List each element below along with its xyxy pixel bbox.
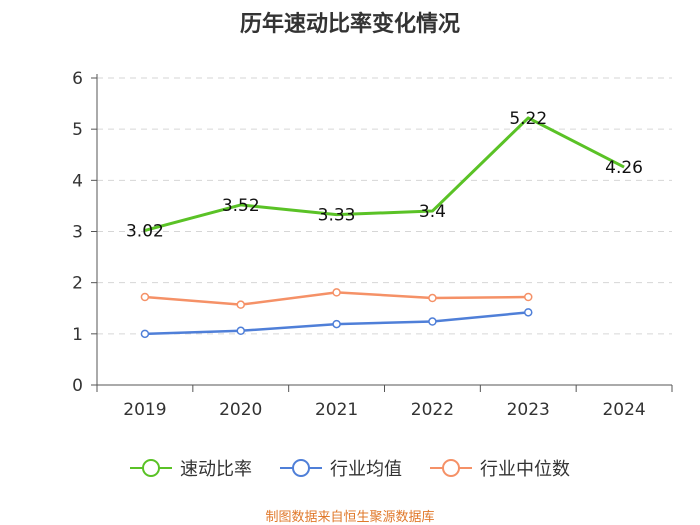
- data-point-2: [524, 292, 533, 302]
- legend-label-industry-median: 行业中位数: [480, 459, 570, 480]
- x-tick-label: 2019: [123, 400, 166, 420]
- data-point-2: [236, 300, 245, 309]
- legend-item-quick-ratio[interactable]: 速动比率: [130, 455, 252, 481]
- data-point-2: [140, 292, 150, 302]
- legend-item-industry-mean[interactable]: 行业均值: [280, 455, 402, 481]
- legend-marker-industry-median: [430, 459, 472, 477]
- data-label: 5.22: [509, 109, 547, 129]
- data-label: 3.33: [318, 206, 356, 226]
- data-point-1: [524, 308, 533, 317]
- y-tick-label: 1: [72, 325, 83, 345]
- y-tick-label: 0: [72, 376, 83, 396]
- data-point-1: [332, 319, 341, 329]
- legend: 速动比率 行业均值 行业中位数: [0, 455, 700, 481]
- data-label: 3.02: [126, 221, 164, 241]
- data-label: 3.4: [419, 202, 446, 222]
- y-tick-label: 2: [72, 274, 83, 294]
- data-point-2: [428, 293, 437, 303]
- legend-label-industry-mean: 行业均值: [330, 459, 402, 480]
- data-point-1: [236, 326, 245, 336]
- data-point-2: [332, 288, 341, 297]
- x-tick-label: 2020: [219, 400, 262, 420]
- y-tick-label: 5: [72, 120, 83, 140]
- x-tick-label: 2021: [315, 400, 358, 420]
- legend-marker-industry-mean: [280, 459, 322, 477]
- y-tick-label: 6: [72, 69, 83, 89]
- x-tick-label: 2023: [507, 400, 550, 420]
- y-tick-label: 4: [72, 171, 83, 191]
- data-point-1: [428, 317, 437, 326]
- chart-title: 历年速动比率变化情况: [239, 12, 460, 37]
- y-tick-label: 3: [72, 223, 83, 243]
- legend-label-quick-ratio: 速动比率: [180, 459, 252, 480]
- x-tick-label: 2024: [602, 400, 645, 420]
- data-label: 3.52: [222, 196, 260, 216]
- series-line-0: [144, 116, 625, 232]
- data-label: 4.26: [605, 158, 643, 178]
- data-point-1: [140, 329, 150, 339]
- x-tick-label: 2022: [411, 400, 454, 420]
- legend-item-industry-median[interactable]: 行业中位数: [430, 455, 570, 481]
- source-note: 制图数据来自恒生聚源数据库: [265, 510, 435, 525]
- legend-marker-quick-ratio: [130, 459, 172, 477]
